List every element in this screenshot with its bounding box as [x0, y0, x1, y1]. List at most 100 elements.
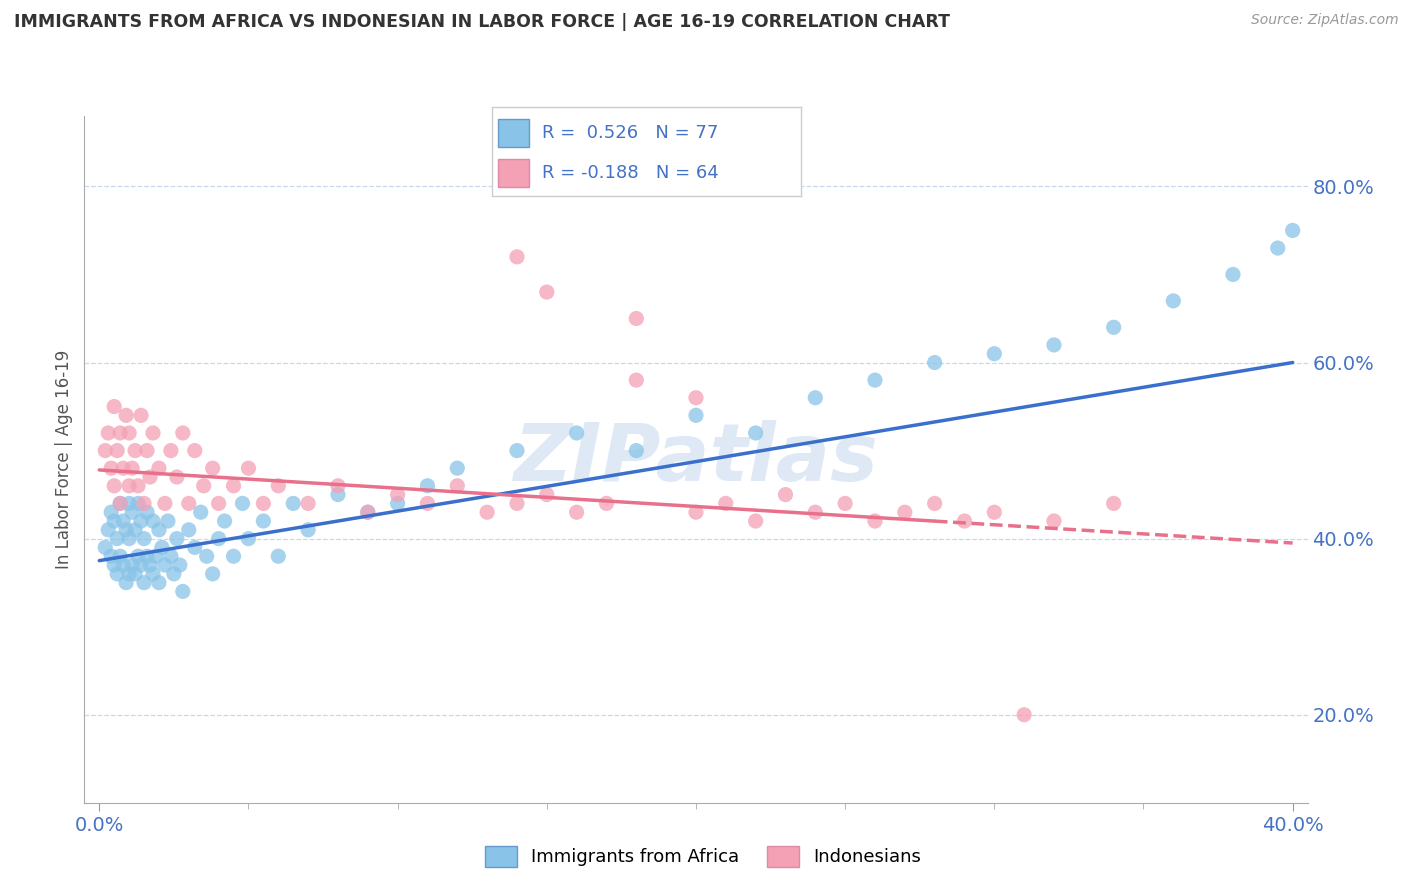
Point — [357, 505, 380, 519]
Point — [118, 532, 141, 546]
Point — [252, 496, 274, 510]
Point — [112, 558, 135, 572]
Point — [166, 470, 188, 484]
Point — [231, 496, 253, 510]
Point — [115, 575, 138, 590]
Point — [160, 443, 183, 458]
Point — [506, 443, 529, 458]
Point — [834, 496, 856, 510]
Point — [1043, 514, 1066, 528]
Point — [685, 505, 707, 519]
Point — [1222, 268, 1244, 282]
Point — [1012, 707, 1035, 722]
Point — [136, 443, 159, 458]
Point — [105, 566, 128, 581]
Point — [357, 505, 380, 519]
Text: Source: ZipAtlas.com: Source: ZipAtlas.com — [1251, 13, 1399, 28]
Point — [118, 496, 141, 510]
Text: ZIPatlas: ZIPatlas — [513, 420, 879, 499]
Point — [326, 479, 349, 493]
Point — [207, 496, 229, 510]
Point — [1281, 223, 1303, 237]
Point — [103, 479, 125, 493]
Point — [1043, 338, 1066, 352]
Point — [142, 566, 165, 581]
Point — [118, 566, 141, 581]
Point — [804, 505, 827, 519]
Point — [108, 549, 131, 564]
Legend: Immigrants from Africa, Indonesians: Immigrants from Africa, Indonesians — [477, 838, 929, 874]
Text: R =  0.526   N = 77: R = 0.526 N = 77 — [541, 124, 718, 142]
Point — [744, 514, 766, 528]
Point — [446, 461, 468, 475]
Point — [595, 496, 617, 510]
Point — [184, 541, 207, 555]
Point — [129, 514, 152, 528]
Point — [536, 285, 558, 299]
Point — [207, 532, 229, 546]
Point — [983, 505, 1005, 519]
Point — [626, 311, 648, 326]
Point — [184, 443, 207, 458]
Point — [685, 409, 707, 423]
Point — [97, 523, 120, 537]
Point — [267, 479, 290, 493]
Point — [685, 391, 707, 405]
Point — [118, 479, 141, 493]
Point — [142, 514, 165, 528]
Point — [222, 549, 245, 564]
Point — [129, 409, 152, 423]
Point — [297, 496, 319, 510]
Point — [387, 496, 409, 510]
Point — [626, 373, 648, 387]
Point — [863, 373, 886, 387]
Point — [148, 461, 170, 475]
Point — [148, 523, 170, 537]
Point — [190, 505, 212, 519]
Point — [112, 461, 135, 475]
Point — [100, 461, 122, 475]
Point — [100, 505, 122, 519]
Point — [103, 514, 125, 528]
Point — [166, 532, 188, 546]
Point — [201, 566, 224, 581]
Point — [744, 425, 766, 440]
Point — [100, 549, 122, 564]
Point — [145, 549, 167, 564]
Point — [201, 461, 224, 475]
Point — [136, 505, 159, 519]
Point — [626, 443, 648, 458]
Point — [177, 496, 200, 510]
Point — [127, 479, 149, 493]
Point — [97, 425, 120, 440]
Point — [142, 425, 165, 440]
Point — [121, 505, 143, 519]
Point — [804, 391, 827, 405]
Point — [924, 496, 946, 510]
Point — [108, 496, 131, 510]
Point — [129, 558, 152, 572]
Point — [193, 479, 215, 493]
Point — [124, 443, 146, 458]
Point — [139, 470, 162, 484]
Point — [238, 461, 260, 475]
Point — [536, 487, 558, 501]
Point — [108, 425, 131, 440]
Point — [105, 532, 128, 546]
Point — [1267, 241, 1289, 255]
Point — [238, 532, 260, 546]
Point — [953, 514, 976, 528]
Point — [775, 487, 797, 501]
Point — [148, 575, 170, 590]
Point — [132, 532, 155, 546]
Point — [94, 541, 117, 555]
Point — [387, 487, 409, 501]
FancyBboxPatch shape — [498, 119, 529, 147]
Point — [565, 425, 588, 440]
Point — [252, 514, 274, 528]
Point — [160, 549, 183, 564]
Point — [132, 575, 155, 590]
Point — [121, 461, 143, 475]
Point — [121, 558, 143, 572]
Point — [894, 505, 917, 519]
